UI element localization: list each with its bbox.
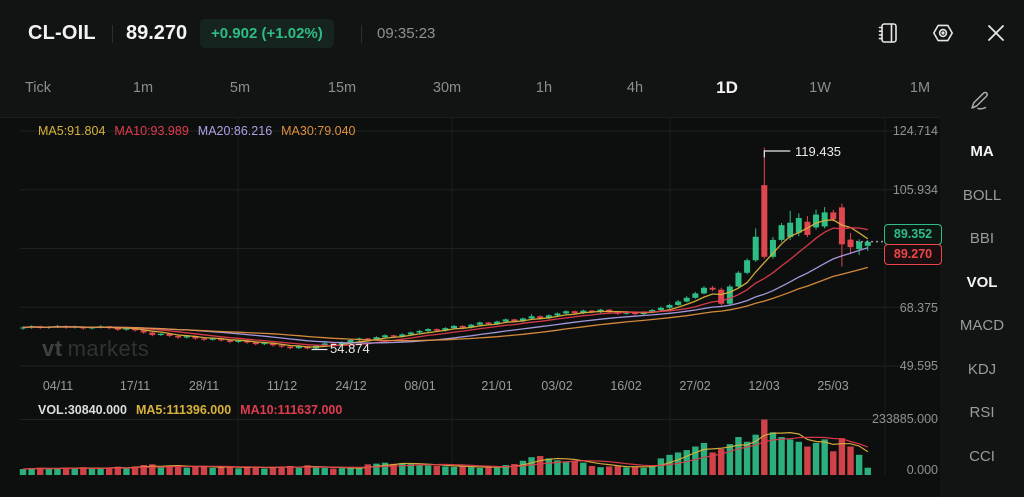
- x-axis-label: 24/12: [335, 379, 367, 393]
- tab-1h[interactable]: 1h: [535, 80, 553, 96]
- indicator-ma[interactable]: MA: [970, 143, 994, 161]
- x-axis-label: 27/02: [679, 379, 711, 393]
- y-axis-label: 68.375: [899, 301, 938, 315]
- indicator-cci[interactable]: CCI: [969, 447, 995, 465]
- current-price: 89.270: [126, 22, 188, 44]
- tab-1m-month[interactable]: 1M: [909, 80, 931, 96]
- indicator-kdj[interactable]: KDJ: [967, 360, 997, 378]
- ma20-value: MA20:86.216: [197, 124, 273, 138]
- watermark-rest: markets: [67, 336, 150, 361]
- ma5-value: MA5:91.804: [38, 124, 106, 138]
- volume-axis-zero-label: 0.000: [906, 463, 938, 477]
- indicator-macd[interactable]: MACD: [959, 317, 1005, 335]
- tab-tick[interactable]: Tick: [24, 80, 52, 96]
- y-axis-label: 105.934: [892, 183, 938, 197]
- x-axis-label: 17/11: [119, 379, 151, 393]
- indicator-bbi[interactable]: BBI: [969, 230, 995, 248]
- indicator-rsi[interactable]: RSI: [969, 404, 995, 422]
- indicator-vol[interactable]: VOL: [966, 273, 998, 291]
- pencil-icon[interactable]: [966, 88, 992, 114]
- volume-legend: VOL:30840.000 MA5:111396.000 MA10:111637…: [38, 403, 342, 417]
- tab-1m[interactable]: 1m: [132, 80, 154, 96]
- clock: 09:35:23: [377, 25, 436, 42]
- x-axis-label: 03/02: [541, 379, 573, 393]
- divider: [112, 25, 113, 43]
- price-ma-legend: MA5:91.804 MA10:93.989 MA20:86.216 MA30:…: [38, 124, 356, 138]
- indicator-boll[interactable]: BOLL: [962, 186, 1002, 204]
- ma10-value: MA10:93.989: [114, 124, 189, 138]
- x-axis-label: 28/11: [188, 379, 220, 393]
- x-axis-label: 16/02: [610, 379, 642, 393]
- x-axis-label: 21/01: [481, 379, 513, 393]
- low-annotation: 54.874: [330, 341, 370, 356]
- x-axis-label: 04/11: [42, 379, 74, 393]
- journal-icon[interactable]: [876, 21, 900, 45]
- y-axis-label: 124.714: [892, 124, 938, 138]
- tab-15m[interactable]: 15m: [327, 80, 357, 96]
- x-axis-label: 08/01: [404, 379, 436, 393]
- y-axis-label: 49.595: [899, 359, 938, 373]
- volume-axis-max-label: 233885.000: [871, 412, 938, 426]
- top-bar: CL-OIL 89.270 +0.902 (+1.02%) 09:35:23: [0, 0, 1024, 66]
- tab-1d[interactable]: 1D: [716, 78, 738, 97]
- tab-30m[interactable]: 30m: [432, 80, 462, 96]
- vol-value: VOL:30840.000: [38, 403, 127, 417]
- divider: [361, 25, 362, 43]
- indicator-sidebar: MA BOLL BBI VOL MACD KDJ RSI CCI: [940, 78, 1024, 497]
- last-price-tag: 89.270: [884, 244, 942, 265]
- close-icon[interactable]: [984, 21, 1008, 45]
- ma30-value: MA30:79.040: [281, 124, 356, 138]
- high-annotation: 119.435: [795, 144, 842, 159]
- vt-markets-watermark: vt markets: [42, 336, 149, 362]
- x-axis-label: 11/12: [266, 379, 298, 393]
- vol-ma10-value: MA10:111637.000: [240, 403, 343, 417]
- x-axis-label: 25/03: [817, 379, 849, 393]
- tab-4h[interactable]: 4h: [626, 80, 644, 96]
- settings-icon[interactable]: [931, 21, 955, 45]
- watermark-bold: vt: [42, 336, 63, 361]
- indicator-list: MA BOLL BBI VOL MACD KDJ RSI CCI: [940, 130, 1024, 478]
- vol-ma5-value: MA5:111396.000: [135, 403, 232, 417]
- tab-5m[interactable]: 5m: [229, 80, 251, 96]
- price-change-badge: +0.902 (+1.02%): [200, 19, 334, 48]
- ask-price-tag: 89.352: [884, 224, 942, 245]
- tab-1w[interactable]: 1W: [809, 80, 831, 96]
- timeframe-tabs: Tick 1m 5m 15m 30m 1h 4h 1D 1W 1M: [0, 76, 940, 106]
- symbol-title: CL-OIL: [28, 22, 96, 44]
- x-axis-label: 12/03: [748, 379, 780, 393]
